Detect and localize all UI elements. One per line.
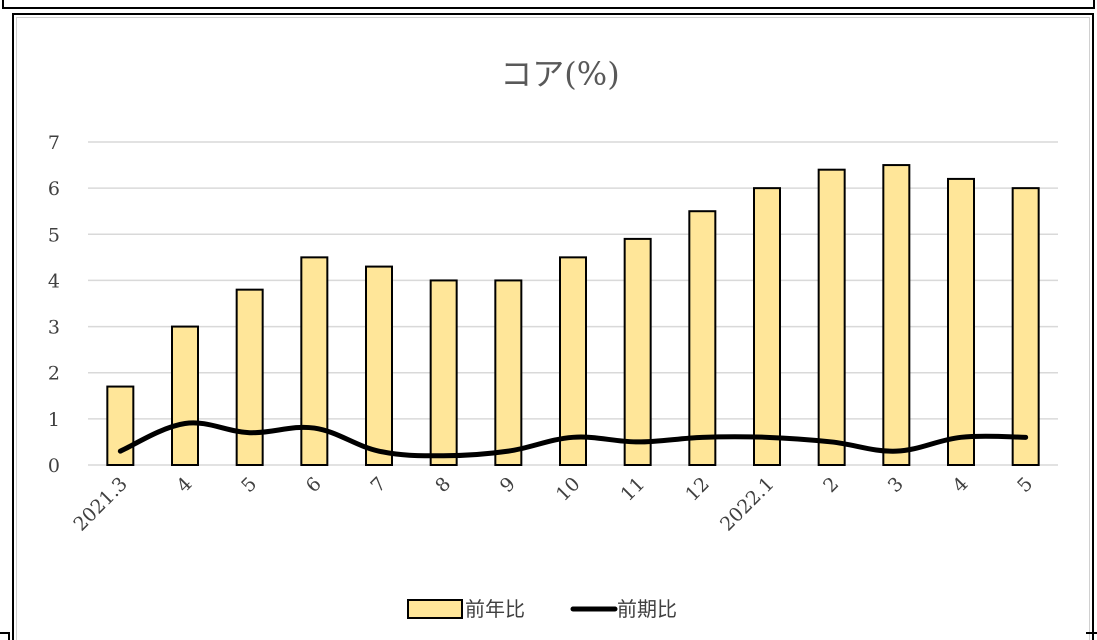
y-axis-ticks: 0 1 2 3 4 5 6 7	[48, 132, 60, 477]
legend-label-yoy: 前年比	[465, 597, 525, 621]
y-tick-label: 3	[48, 317, 60, 339]
x-tick-label: 11	[617, 473, 650, 506]
bar	[817, 168, 846, 467]
line-series-qoq	[117, 420, 1029, 459]
y-tick-label: 1	[48, 409, 60, 431]
x-tick-label: 2022.1	[716, 473, 779, 536]
bar	[365, 265, 393, 467]
legend: 前年比 前期比	[407, 597, 677, 621]
top-frame-strip	[2, 0, 1095, 9]
x-tick-label: 2	[819, 473, 843, 497]
bar	[171, 325, 199, 467]
x-tick-label: 3	[884, 473, 908, 497]
bar	[1011, 187, 1040, 466]
x-tick-label: 2021.3	[69, 473, 132, 536]
bar	[947, 177, 975, 467]
bottom-left-frame-marker	[0, 632, 10, 640]
bar	[300, 256, 329, 466]
y-tick-label: 5	[48, 224, 60, 246]
x-tick-label: 10	[552, 473, 585, 506]
chart-area-border	[16, 17, 1090, 640]
y-tick-label: 7	[48, 132, 60, 154]
legend-swatch-yoy	[407, 599, 463, 619]
chart-title: コア(%)	[500, 55, 619, 93]
bar	[235, 288, 264, 466]
bar	[753, 187, 781, 466]
x-tick-label: 5	[237, 473, 261, 497]
x-tick-label: 4	[948, 473, 972, 497]
bar	[623, 237, 652, 466]
y-tick-label: 0	[48, 455, 60, 477]
x-tick-label: 6	[302, 473, 326, 497]
x-tick-label: 5	[1013, 473, 1037, 497]
legend-label-qoq: 前期比	[617, 597, 677, 621]
x-tick-label: 9	[496, 473, 520, 497]
x-tick-label: 8	[431, 473, 455, 497]
bar	[429, 279, 458, 466]
bar	[559, 256, 587, 466]
bottom-right-frame-marker	[1086, 632, 1097, 640]
bar	[688, 210, 717, 466]
x-tick-label: 4	[172, 473, 196, 497]
y-tick-label: 2	[48, 363, 60, 385]
bar	[494, 279, 523, 466]
x-tick-label: 12	[681, 473, 714, 506]
x-axis-ticks: 2021.3 4 5 6 7 8 9 10 11 12 2022.1 2 3 4 5	[69, 473, 1037, 536]
y-tick-label: 4	[48, 270, 60, 292]
bar	[882, 164, 911, 466]
y-tick-label: 6	[48, 178, 60, 200]
bar-series-yoy	[106, 164, 1040, 467]
x-tick-label: 7	[366, 473, 390, 497]
